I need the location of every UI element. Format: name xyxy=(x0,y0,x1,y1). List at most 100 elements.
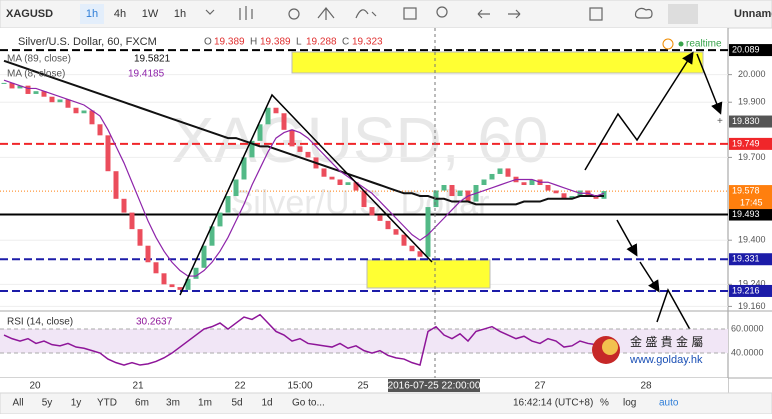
candle xyxy=(593,196,599,199)
time-label: 15:00 xyxy=(287,381,312,392)
last-price-box xyxy=(729,185,772,210)
candle xyxy=(361,190,367,208)
crosshair-time: 2016-07-25 22:00:00 xyxy=(388,381,481,392)
candle xyxy=(177,287,183,290)
indicator-icon[interactable] xyxy=(355,9,377,19)
y-tick-label: 20.000 xyxy=(738,69,766,79)
trend-line xyxy=(179,93,433,296)
crosshair-time-box xyxy=(388,379,480,392)
candle xyxy=(73,107,79,114)
range-button[interactable]: YTD xyxy=(97,398,117,409)
candle xyxy=(273,107,279,114)
candle xyxy=(449,185,455,197)
clock: 16:42:14 (UTC+8) xyxy=(513,398,593,409)
candle xyxy=(425,207,431,257)
y-tick-label: 19.400 xyxy=(738,235,766,245)
cloud-icon[interactable] xyxy=(634,7,653,19)
range-button[interactable]: 5d xyxy=(231,398,242,409)
layout-icon[interactable] xyxy=(589,7,603,21)
candle xyxy=(409,245,415,252)
interval[interactable]: 1h xyxy=(86,8,98,20)
rsi-line xyxy=(3,313,605,366)
price-level-box xyxy=(729,253,772,266)
candle xyxy=(329,176,335,180)
range-button[interactable]: 1y xyxy=(71,398,82,409)
candle xyxy=(193,267,199,279)
candle xyxy=(201,245,207,268)
option[interactable]: log xyxy=(623,398,636,409)
settings-icon[interactable] xyxy=(288,8,300,20)
ohlc-key: L xyxy=(296,37,302,48)
last-price-label: 19.578 xyxy=(732,185,760,195)
candle xyxy=(305,151,311,158)
candle xyxy=(113,171,119,199)
chart-type-icon[interactable] xyxy=(239,6,253,20)
option[interactable]: auto xyxy=(659,398,679,409)
interval[interactable]: 4h xyxy=(114,8,126,20)
save-button[interactable] xyxy=(668,4,698,24)
range-button[interactable]: All xyxy=(12,398,23,409)
candle xyxy=(289,129,295,147)
arrow xyxy=(616,219,638,257)
candle xyxy=(569,196,575,199)
candle xyxy=(209,226,215,246)
range-button[interactable]: 5y xyxy=(42,398,53,409)
undo-icon[interactable] xyxy=(477,9,490,19)
resistance-zone xyxy=(291,51,704,74)
logo-mark xyxy=(602,339,618,355)
idea-icon[interactable] xyxy=(436,6,448,18)
candle xyxy=(17,85,23,89)
candle xyxy=(369,207,375,216)
candle xyxy=(553,190,559,194)
arrow xyxy=(639,261,660,293)
crosshair-price-box xyxy=(729,115,772,128)
ohlc-key: H xyxy=(250,37,257,48)
indicator-name: MA (8, close) xyxy=(7,69,65,80)
moving-average xyxy=(3,59,604,206)
interval[interactable]: 1W xyxy=(142,8,159,20)
compare-icon[interactable] xyxy=(317,7,335,20)
candle xyxy=(561,193,567,199)
candle xyxy=(129,212,135,230)
moving-averages xyxy=(3,59,605,277)
y-tick-label: 19.900 xyxy=(738,97,766,107)
candle xyxy=(417,251,423,257)
time-label: 27 xyxy=(534,381,546,392)
interval[interactable]: 1h xyxy=(174,8,186,20)
range-button[interactable]: 3m xyxy=(166,398,180,409)
alert-icon[interactable] xyxy=(403,7,417,20)
redo-icon[interactable] xyxy=(508,9,521,19)
countdown: 17:45 xyxy=(740,197,763,207)
logo-name: 金 盛 貴 金 屬 xyxy=(630,334,703,349)
time-label: 21 xyxy=(132,381,144,392)
candle xyxy=(65,99,71,108)
candle xyxy=(185,278,191,290)
time-label: 28 xyxy=(640,381,652,392)
price-level-box xyxy=(729,208,772,221)
candle xyxy=(521,182,527,186)
range-button[interactable]: 1m xyxy=(198,398,212,409)
candle xyxy=(249,140,255,158)
trend-drawings xyxy=(179,51,723,347)
candle xyxy=(57,99,63,103)
candle xyxy=(385,220,391,230)
option[interactable]: % xyxy=(600,398,609,409)
candle xyxy=(345,182,351,186)
range-button[interactable]: 1d xyxy=(261,398,272,409)
ohlc-key: C xyxy=(342,37,349,48)
arrow xyxy=(696,53,723,115)
candle xyxy=(337,179,343,186)
ohlc-value: 19.288 xyxy=(306,37,337,48)
interval-selected xyxy=(80,4,104,24)
symbol[interactable]: XAGUSD xyxy=(6,8,53,20)
dropdown-icon[interactable] xyxy=(205,9,215,15)
crosshair-plus: + xyxy=(717,116,723,127)
range-button[interactable]: 6m xyxy=(135,398,149,409)
candle xyxy=(89,110,95,125)
candle xyxy=(97,124,103,136)
price-level-box xyxy=(729,44,772,57)
layout-name[interactable]: Unnamed xyxy=(734,8,772,20)
candle xyxy=(9,82,15,89)
candle xyxy=(529,179,535,186)
goto[interactable]: Go to... xyxy=(292,398,325,409)
